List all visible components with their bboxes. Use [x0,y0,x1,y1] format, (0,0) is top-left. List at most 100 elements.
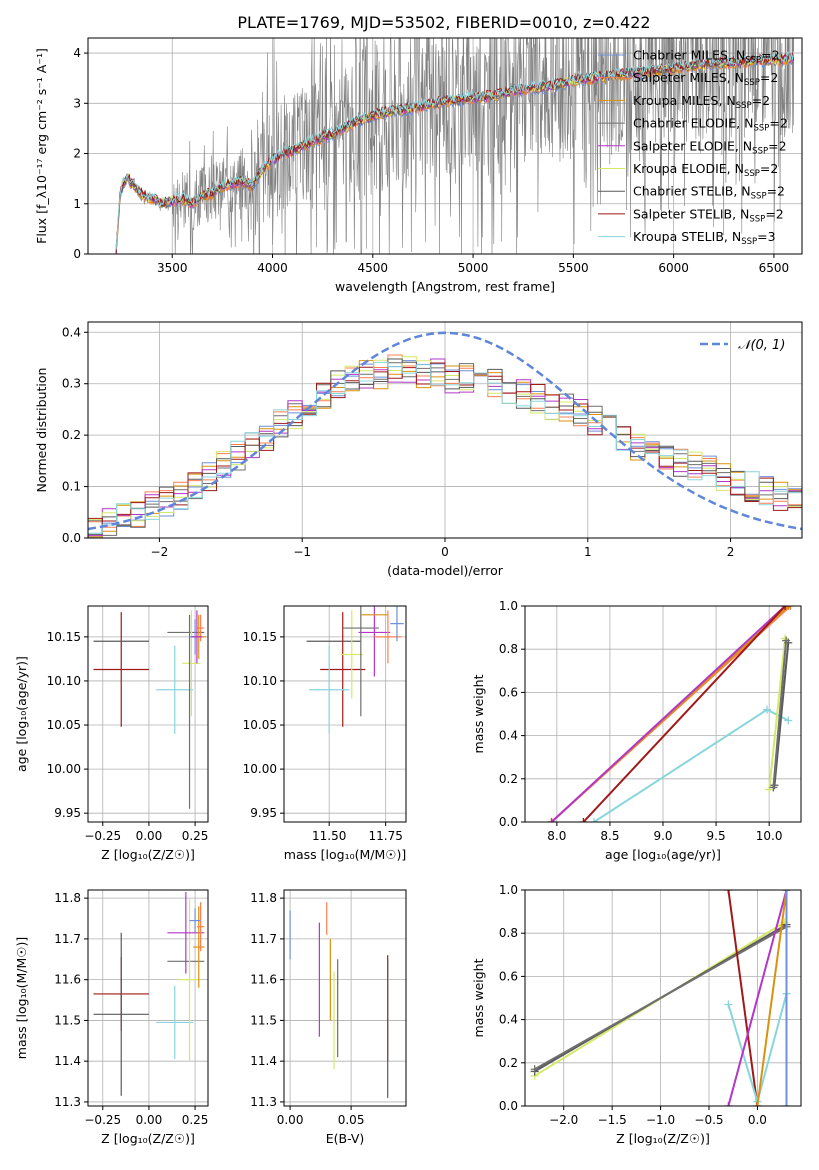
y-tick-label: 0.0 [499,815,518,829]
y-axis-label: mass weight [471,674,486,753]
x-tick-label: 0.00 [277,1113,304,1127]
y-tick-label: 10.05 [47,718,81,732]
x-axis-label: (data-model)/error [387,563,504,578]
weight-marker [765,785,774,794]
y-tick-label: 0 [73,247,81,261]
legend-text: Salpeter ELODIE, N [633,138,752,153]
x-tick-label: 11.75 [368,829,402,843]
y-tick-label: 4 [73,46,81,60]
x-axis-label: Z [log₁₀(Z/Z☉)] [101,847,195,862]
observed-spectrum [115,38,795,254]
weight-marker [782,890,791,894]
legend-suffix: =2 [765,206,783,221]
y-tick-label: 11.8 [250,891,277,905]
y-tick-label: 1.0 [499,599,518,613]
axes-frame [87,605,209,823]
weight-marker [781,606,790,610]
x-tick-label: −1 [293,545,311,559]
figure-title: PLATE=1769, MJD=53502, FIBERID=0010, z=0… [237,13,650,32]
weight-marker [590,818,598,822]
x-tick-label: 0.0 [748,1113,767,1127]
x-axis-label: Z [log₁₀(Z/Z☉)] [101,1131,195,1146]
weight-marker [724,1102,733,1106]
residuals-panel: −2 −1 0 1 2 0.0 0.1 0.2 0.3 0.4 (data-model)/error… [34,321,803,578]
histogram-chab-stelib [88,358,802,535]
axes-frame [87,889,209,1107]
y-tick-label: 0.2 [499,1056,518,1070]
plot-area [525,606,801,822]
weight-line [727,890,788,1106]
weight-line [550,606,786,822]
age-vs-mass-panel: 11.50 11.75 9.95 10.00 10.05 10.10 10.15 mass [… [243,605,407,862]
legend-subscript: SSP [744,78,760,88]
legend-label: 𝒩(0, 1) [738,338,785,353]
legend-suffix: =2 [752,93,770,108]
x-tick-label: 4500 [358,261,389,275]
age-vs-z-panel: −0.25 0.00 0.25 9.95 10.00 10.05 10.10 10.15 Z [… [14,605,209,862]
weight-marker [786,606,795,610]
x-tick-label: −0.5 [694,1113,723,1127]
axes-frame [87,321,803,539]
legend-suffix: =2 [760,161,778,176]
x-tick-label: 4000 [257,261,288,275]
plot-area [88,322,802,538]
y-tick-label: 10.00 [47,762,81,776]
legend-label: Kroupa STELIB, NSSP=3 [633,229,776,247]
x-tick-label: 6000 [658,261,689,275]
legend-subscript: SSP [744,169,760,179]
y-axis-label: age [log₁₀(age/yr)] [14,656,29,772]
legend-text: Chabrier ELODIE, N [633,116,753,131]
x-tick-label: −1.5 [598,1113,627,1127]
x-tick-label: 3500 [157,261,188,275]
legend-subscript: SSP [741,237,757,247]
y-tick-label: 11.6 [250,973,277,987]
weight-marker [784,716,793,725]
weight-marker [784,606,793,610]
plot-area [284,890,406,1106]
y-tick-label: 11.4 [54,1054,81,1068]
model-spectrum-krou-stelib [115,51,795,250]
y-tick-label: 3 [73,96,81,110]
weight-vs-z-panel: −2.0 −1.5 −1.0 −0.5 0.0 0.0 0.2 0.4 0.6 0.8 1.0 Z [… [471,883,802,1146]
x-axis-label: Z [log₁₀(Z/Z☉)] [616,1131,710,1146]
y-tick-label: 9.95 [250,806,277,820]
y-tick-label: 1.0 [499,883,518,897]
axes-frame [524,605,802,823]
x-tick-label: 9.5 [707,829,726,843]
y-tick-label: 10.10 [47,674,81,688]
y-tick-label: 11.5 [54,1013,81,1027]
plot-area [88,890,208,1106]
legend-suffix: =2 [761,48,779,63]
legend-suffix: =3 [757,229,775,244]
legend-label: Salpeter STELIB, NSSP=2 [633,206,784,224]
legend-text: Chabrier MILES, N [633,48,745,63]
legend-text: Chabrier STELIB, N [633,184,751,199]
legend-text: Kroupa MILES, N [633,93,736,108]
x-tick-label: −0.25 [84,1113,121,1127]
legend-label: Chabrier STELIB, NSSP=2 [633,184,785,202]
x-tick-label: 1 [584,545,592,559]
axes-frame [524,889,802,1107]
y-tick-label: 10.00 [243,762,277,776]
weight-marker [763,705,772,714]
y-tick-label: 10.10 [243,674,277,688]
legend-text: Salpeter STELIB, N [633,206,749,221]
weight-line [582,606,786,822]
weight-line [773,642,790,786]
x-tick-label: 8.0 [547,829,566,843]
weight-line [593,708,789,822]
x-axis-label: mass [log₁₀(M/M☉)] [284,847,406,862]
legend-suffix: =2 [760,70,778,85]
weight-marker [579,818,588,822]
y-tick-label: 0.8 [499,642,518,656]
legend-subscript: SSP [753,124,769,134]
weight-line [772,640,788,788]
y-tick-label: 11.3 [250,1095,277,1109]
y-tick-label: 11.4 [250,1054,277,1068]
y-tick-label: 2 [73,147,81,161]
y-tick-label: 0.1 [62,480,81,494]
plot-area [88,606,208,822]
legend-label: Salpeter MILES, NSSP=2 [633,70,778,88]
legend-label: Kroupa MILES, NSSP=2 [633,93,770,111]
x-tick-label: 0 [441,545,449,559]
